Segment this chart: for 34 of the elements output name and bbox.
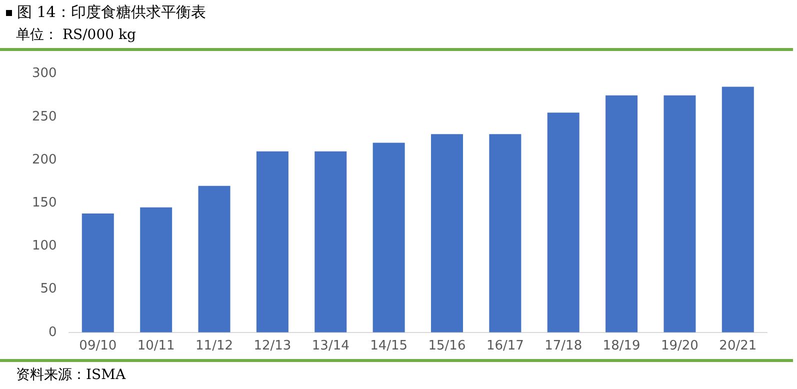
bar xyxy=(198,186,230,332)
y-tick-label: 250 xyxy=(32,109,57,124)
bar xyxy=(664,95,696,332)
y-tick-label: 200 xyxy=(32,152,57,168)
bar xyxy=(372,142,405,332)
x-tick-label: 18/19 xyxy=(602,338,640,354)
x-tick-label: 15/16 xyxy=(428,338,466,354)
y-tick-label: 150 xyxy=(32,195,57,210)
x-tick-label: 20/21 xyxy=(719,338,757,354)
bar xyxy=(606,95,638,332)
bar xyxy=(256,151,288,332)
x-tick-label: 09/10 xyxy=(79,338,117,354)
chart-subtitle: 单位： RS/000 kg xyxy=(16,26,136,44)
chart-title: 图 14：印度食糖供求平衡表 xyxy=(17,3,206,22)
bar xyxy=(140,207,172,332)
x-tick-label: 14/15 xyxy=(370,338,408,354)
bar xyxy=(314,151,347,332)
bar xyxy=(722,86,754,332)
bar xyxy=(489,134,522,332)
y-tick-label: 300 xyxy=(32,66,57,82)
bar xyxy=(547,112,580,332)
y-tick-label: 0 xyxy=(48,324,57,340)
bar xyxy=(431,134,463,332)
bar xyxy=(82,213,114,332)
x-tick-label: 11/12 xyxy=(196,338,234,354)
y-tick-label: 100 xyxy=(32,238,57,254)
x-tick-label: 10/11 xyxy=(137,338,175,354)
text: 资料来源：ISMA xyxy=(16,366,126,384)
x-tick-label: 17/18 xyxy=(544,338,582,354)
y-tick-label: 50 xyxy=(40,282,57,297)
x-tick-label: 16/17 xyxy=(486,338,524,354)
x-tick-label: 13/14 xyxy=(312,338,350,354)
x-tick-label: 12/13 xyxy=(254,338,292,354)
x-tick-label: 19/20 xyxy=(660,338,698,354)
